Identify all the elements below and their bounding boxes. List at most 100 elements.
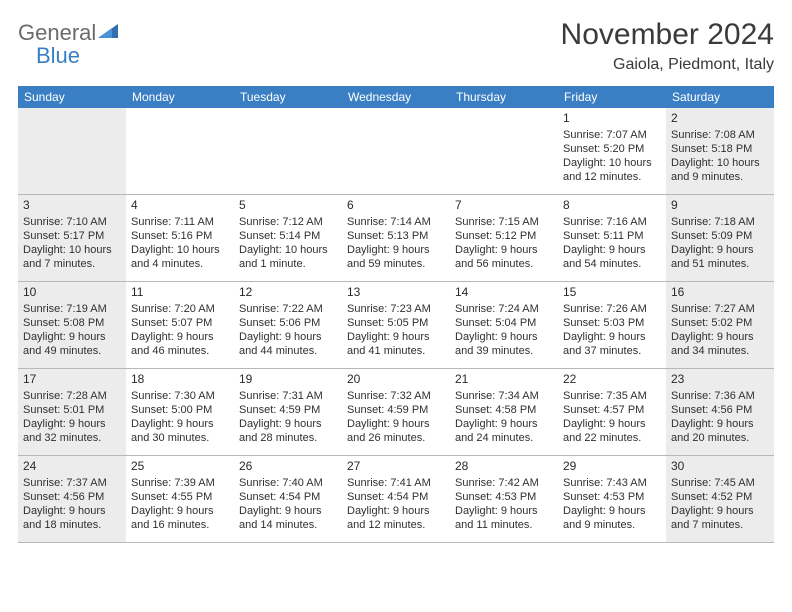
day-number: 26 (239, 459, 337, 475)
sail-icon (98, 22, 120, 45)
sunrise-text: Sunrise: 7:23 AM (347, 302, 445, 316)
sunrise-text: Sunrise: 7:12 AM (239, 215, 337, 229)
sunset-text: Sunset: 5:18 PM (671, 142, 769, 156)
sunrise-text: Sunrise: 7:41 AM (347, 476, 445, 490)
daylight-text: Daylight: 9 hours and 22 minutes. (563, 417, 661, 446)
daylight-text: Daylight: 9 hours and 41 minutes. (347, 330, 445, 359)
day-cell: 14Sunrise: 7:24 AMSunset: 5:04 PMDayligh… (450, 282, 558, 368)
day-number: 28 (455, 459, 553, 475)
daylight-text: Daylight: 9 hours and 7 minutes. (671, 504, 769, 533)
day-number: 11 (131, 285, 229, 301)
day-number: 18 (131, 372, 229, 388)
day-cell: 6Sunrise: 7:14 AMSunset: 5:13 PMDaylight… (342, 195, 450, 281)
daylight-text: Daylight: 9 hours and 20 minutes. (671, 417, 769, 446)
sunset-text: Sunset: 5:03 PM (563, 316, 661, 330)
sunset-text: Sunset: 4:56 PM (671, 403, 769, 417)
sunrise-text: Sunrise: 7:40 AM (239, 476, 337, 490)
day-cell: 2Sunrise: 7:08 AMSunset: 5:18 PMDaylight… (666, 108, 774, 194)
sunrise-text: Sunrise: 7:45 AM (671, 476, 769, 490)
sunrise-text: Sunrise: 7:28 AM (23, 389, 121, 403)
dow-cell: Saturday (666, 86, 774, 108)
day-cell: 29Sunrise: 7:43 AMSunset: 4:53 PMDayligh… (558, 456, 666, 542)
sunset-text: Sunset: 5:06 PM (239, 316, 337, 330)
day-number: 24 (23, 459, 121, 475)
sunrise-text: Sunrise: 7:36 AM (671, 389, 769, 403)
sunset-text: Sunset: 5:20 PM (563, 142, 661, 156)
day-cell: 28Sunrise: 7:42 AMSunset: 4:53 PMDayligh… (450, 456, 558, 542)
location-text: Gaiola, Piedmont, Italy (561, 56, 774, 74)
daylight-text: Daylight: 9 hours and 12 minutes. (347, 504, 445, 533)
day-cell (342, 108, 450, 194)
day-number: 6 (347, 198, 445, 214)
day-cell: 8Sunrise: 7:16 AMSunset: 5:11 PMDaylight… (558, 195, 666, 281)
daylight-text: Daylight: 9 hours and 11 minutes. (455, 504, 553, 533)
sunset-text: Sunset: 5:09 PM (671, 229, 769, 243)
week-row: 24Sunrise: 7:37 AMSunset: 4:56 PMDayligh… (18, 456, 774, 543)
daylight-text: Daylight: 9 hours and 39 minutes. (455, 330, 553, 359)
day-number: 17 (23, 372, 121, 388)
sunrise-text: Sunrise: 7:39 AM (131, 476, 229, 490)
day-number: 19 (239, 372, 337, 388)
day-cell: 9Sunrise: 7:18 AMSunset: 5:09 PMDaylight… (666, 195, 774, 281)
daylight-text: Daylight: 9 hours and 28 minutes. (239, 417, 337, 446)
day-cell (126, 108, 234, 194)
calendar-page: General Blue November 2024 Gaiola, Piedm… (0, 0, 792, 543)
day-cell: 15Sunrise: 7:26 AMSunset: 5:03 PMDayligh… (558, 282, 666, 368)
daylight-text: Daylight: 10 hours and 9 minutes. (671, 156, 769, 185)
sunset-text: Sunset: 5:05 PM (347, 316, 445, 330)
day-number: 25 (131, 459, 229, 475)
sunset-text: Sunset: 4:53 PM (563, 490, 661, 504)
sunset-text: Sunset: 5:11 PM (563, 229, 661, 243)
sunrise-text: Sunrise: 7:32 AM (347, 389, 445, 403)
day-number: 16 (671, 285, 769, 301)
daylight-text: Daylight: 9 hours and 51 minutes. (671, 243, 769, 272)
daylight-text: Daylight: 9 hours and 32 minutes. (23, 417, 121, 446)
day-number: 4 (131, 198, 229, 214)
day-cell: 16Sunrise: 7:27 AMSunset: 5:02 PMDayligh… (666, 282, 774, 368)
sunset-text: Sunset: 4:54 PM (239, 490, 337, 504)
day-number: 15 (563, 285, 661, 301)
daylight-text: Daylight: 10 hours and 7 minutes. (23, 243, 121, 272)
sunset-text: Sunset: 4:59 PM (239, 403, 337, 417)
sunset-text: Sunset: 5:07 PM (131, 316, 229, 330)
day-cell: 4Sunrise: 7:11 AMSunset: 5:16 PMDaylight… (126, 195, 234, 281)
day-number: 27 (347, 459, 445, 475)
dow-cell: Tuesday (234, 86, 342, 108)
sunrise-text: Sunrise: 7:08 AM (671, 128, 769, 142)
sunset-text: Sunset: 4:57 PM (563, 403, 661, 417)
sunrise-text: Sunrise: 7:37 AM (23, 476, 121, 490)
day-number: 13 (347, 285, 445, 301)
day-cell (18, 108, 126, 194)
sunrise-text: Sunrise: 7:11 AM (131, 215, 229, 229)
sunset-text: Sunset: 5:01 PM (23, 403, 121, 417)
sunrise-text: Sunrise: 7:07 AM (563, 128, 661, 142)
day-cell: 1Sunrise: 7:07 AMSunset: 5:20 PMDaylight… (558, 108, 666, 194)
day-number: 2 (671, 111, 769, 127)
sunset-text: Sunset: 4:59 PM (347, 403, 445, 417)
sunrise-text: Sunrise: 7:14 AM (347, 215, 445, 229)
sunrise-text: Sunrise: 7:35 AM (563, 389, 661, 403)
day-number: 3 (23, 198, 121, 214)
day-number: 12 (239, 285, 337, 301)
daylight-text: Daylight: 9 hours and 30 minutes. (131, 417, 229, 446)
week-row: 3Sunrise: 7:10 AMSunset: 5:17 PMDaylight… (18, 195, 774, 282)
day-cell: 3Sunrise: 7:10 AMSunset: 5:17 PMDaylight… (18, 195, 126, 281)
day-cell (234, 108, 342, 194)
sunrise-text: Sunrise: 7:30 AM (131, 389, 229, 403)
sunrise-text: Sunrise: 7:24 AM (455, 302, 553, 316)
sunrise-text: Sunrise: 7:22 AM (239, 302, 337, 316)
day-number: 9 (671, 198, 769, 214)
day-cell: 19Sunrise: 7:31 AMSunset: 4:59 PMDayligh… (234, 369, 342, 455)
dow-cell: Sunday (18, 86, 126, 108)
day-number: 7 (455, 198, 553, 214)
sunset-text: Sunset: 4:53 PM (455, 490, 553, 504)
sunrise-text: Sunrise: 7:43 AM (563, 476, 661, 490)
sunrise-text: Sunrise: 7:20 AM (131, 302, 229, 316)
daylight-text: Daylight: 9 hours and 26 minutes. (347, 417, 445, 446)
day-cell: 26Sunrise: 7:40 AMSunset: 4:54 PMDayligh… (234, 456, 342, 542)
day-cell: 12Sunrise: 7:22 AMSunset: 5:06 PMDayligh… (234, 282, 342, 368)
day-cell: 5Sunrise: 7:12 AMSunset: 5:14 PMDaylight… (234, 195, 342, 281)
sunrise-text: Sunrise: 7:16 AM (563, 215, 661, 229)
sunset-text: Sunset: 5:00 PM (131, 403, 229, 417)
day-cell: 13Sunrise: 7:23 AMSunset: 5:05 PMDayligh… (342, 282, 450, 368)
